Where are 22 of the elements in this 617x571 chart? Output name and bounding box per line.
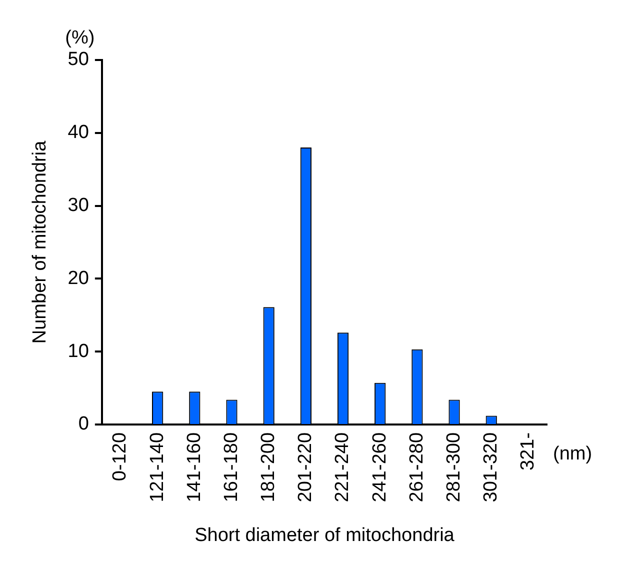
y-tick-label: 10 [68, 340, 89, 362]
x-tick-label: 161-180 [220, 432, 242, 502]
x-axis-title: Short diameter of mitochondria [194, 524, 455, 546]
y-tick-label: 30 [68, 195, 89, 216]
x-tick-label: 201-220 [295, 432, 316, 502]
x-tick-label: 281-300 [444, 432, 465, 502]
y-tick-label: 50 [68, 49, 89, 70]
x-tick-label: 221-240 [332, 432, 354, 502]
text: (nm) [553, 444, 592, 465]
y-tick-label: 40 [68, 122, 89, 144]
x-tick-label: 141-160 [184, 432, 205, 502]
x-tick-label: 181-200 [258, 432, 280, 502]
x-tick-label: 301-320 [480, 432, 502, 502]
y-tick-label: 0 [78, 414, 89, 435]
x-tick-label: 321- [518, 432, 539, 471]
y-axis-title: Number of mitochondria [30, 140, 51, 344]
x-tick-label: 0-120 [110, 432, 131, 482]
text: (%) [65, 28, 95, 49]
x-tick-label: 121-140 [146, 432, 168, 502]
x-tick-label: 261-280 [406, 432, 428, 502]
y-tick-label: 20 [68, 268, 89, 289]
x-tick-label: 241-260 [369, 432, 390, 502]
